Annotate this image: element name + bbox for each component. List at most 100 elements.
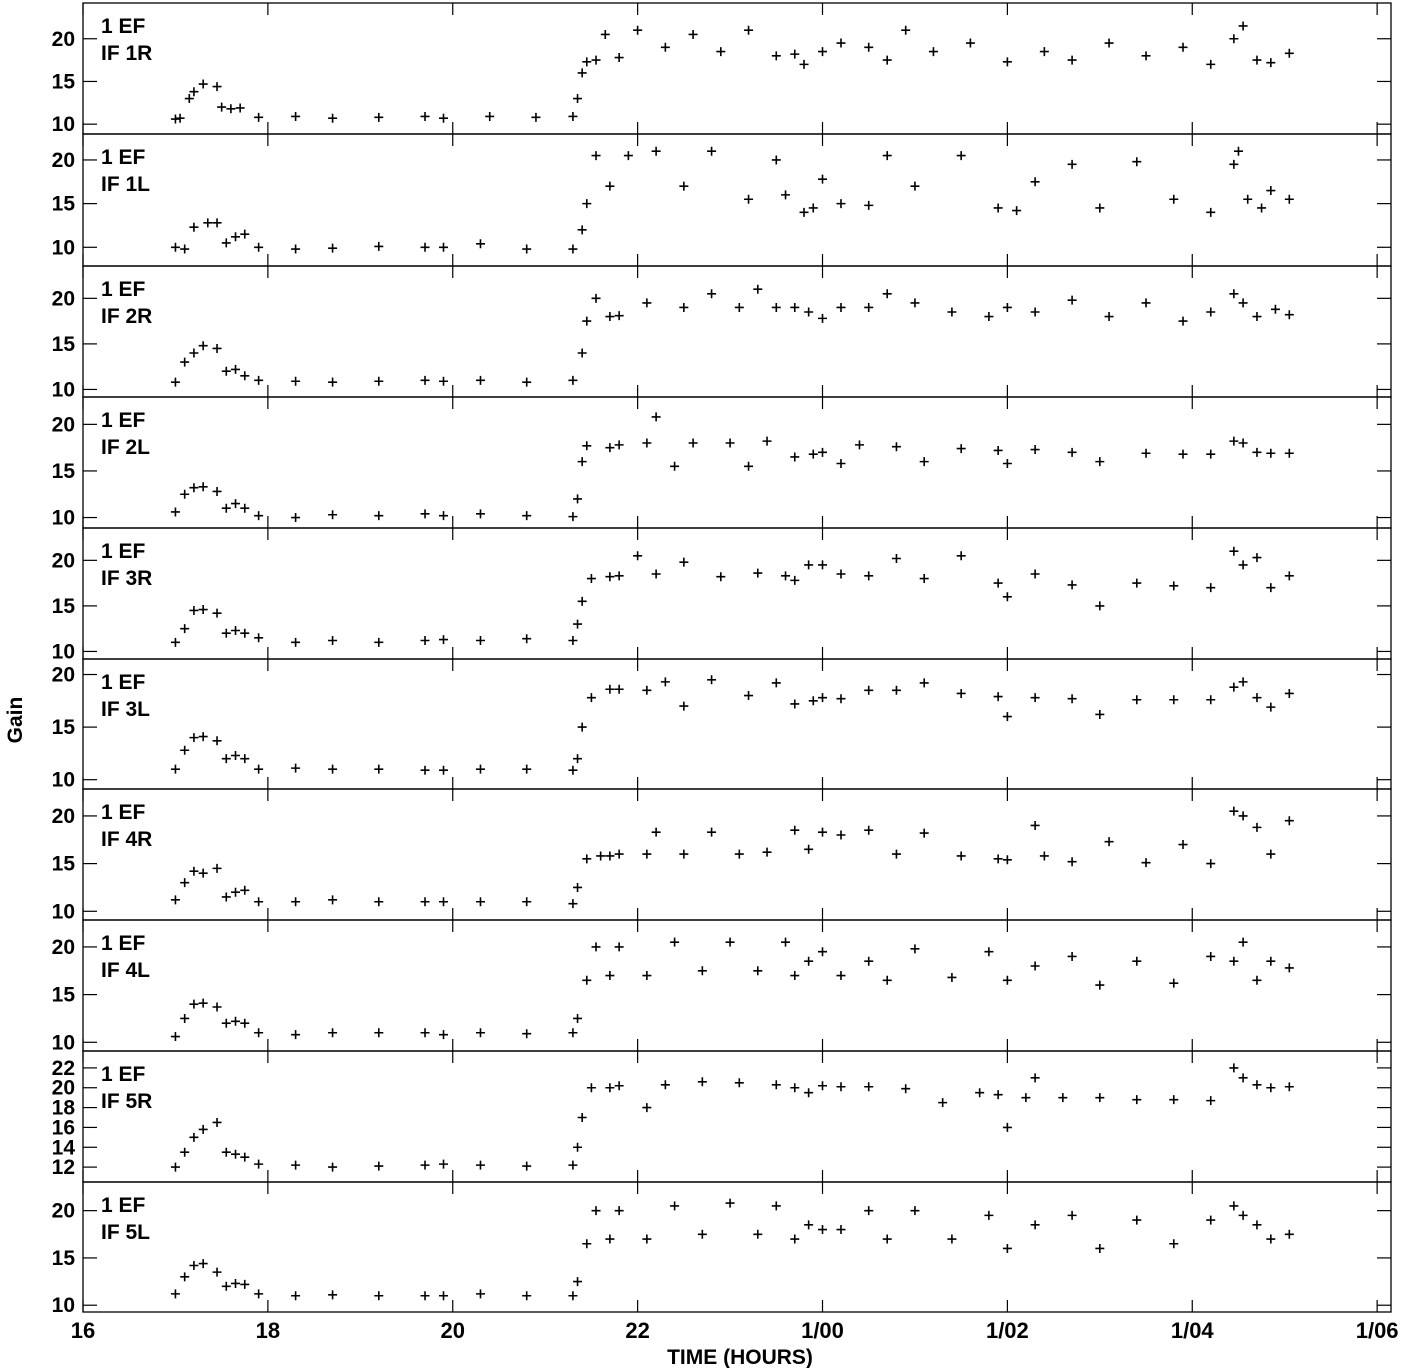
data-point xyxy=(919,574,929,584)
y-tick-label: 15 xyxy=(52,460,76,483)
data-point xyxy=(1266,849,1276,859)
data-point xyxy=(531,112,541,122)
data-point xyxy=(573,882,583,892)
data-point xyxy=(1229,289,1239,299)
y-tick-label: 10 xyxy=(52,113,75,136)
data-point xyxy=(725,937,735,947)
data-point xyxy=(577,68,587,78)
data-point xyxy=(1266,702,1276,712)
data-point xyxy=(586,693,596,703)
data-point xyxy=(993,1090,1003,1100)
data-point xyxy=(240,503,250,513)
data-point xyxy=(254,1289,264,1299)
data-point xyxy=(1252,312,1262,322)
data-point xyxy=(212,82,222,92)
data-point xyxy=(910,1206,920,1216)
data-point xyxy=(1252,1220,1262,1230)
data-point xyxy=(910,298,920,308)
data-point xyxy=(771,678,781,688)
data-point xyxy=(882,151,892,161)
data-point xyxy=(235,103,245,113)
data-point xyxy=(808,449,818,459)
data-point xyxy=(993,854,1003,864)
data-point xyxy=(573,1142,583,1152)
data-point xyxy=(240,1152,250,1162)
data-point xyxy=(198,868,208,878)
data-point xyxy=(707,146,717,156)
y-tick-label: 10 xyxy=(52,236,75,259)
y-tick-label: 10 xyxy=(52,769,75,792)
data-point xyxy=(651,146,661,156)
data-point xyxy=(965,38,975,48)
data-point xyxy=(725,1198,735,1208)
data-point xyxy=(1169,695,1179,705)
y-tick-label: 20 xyxy=(52,149,75,172)
data-point xyxy=(670,937,680,947)
data-point xyxy=(420,765,430,775)
data-point xyxy=(1067,580,1077,590)
data-point xyxy=(1284,194,1294,204)
data-point xyxy=(170,1162,180,1172)
data-point xyxy=(212,863,222,873)
data-point xyxy=(1206,951,1216,961)
data-point xyxy=(818,947,828,957)
data-point xyxy=(568,636,578,646)
data-point xyxy=(864,956,874,966)
panel-label-antenna: 1 EF xyxy=(101,409,146,432)
x-tick-label: 1/00 xyxy=(801,1318,844,1343)
data-point xyxy=(864,1206,874,1216)
data-point xyxy=(1141,51,1151,61)
data-point xyxy=(582,441,592,451)
data-point xyxy=(231,232,241,242)
data-point xyxy=(221,238,231,248)
data-point xyxy=(882,1234,892,1244)
data-point xyxy=(956,151,966,161)
data-point xyxy=(522,377,532,387)
data-point xyxy=(1284,1229,1294,1239)
data-point xyxy=(1067,447,1077,457)
data-point xyxy=(605,1083,615,1093)
data-point xyxy=(577,596,587,606)
data-point xyxy=(642,1103,652,1113)
data-point xyxy=(420,1291,430,1301)
data-point xyxy=(1238,560,1248,570)
x-tick-label: 1/06 xyxy=(1356,1318,1399,1343)
data-point xyxy=(591,55,601,65)
data-point xyxy=(891,442,901,452)
data-point xyxy=(679,557,689,567)
data-point xyxy=(240,371,250,381)
data-point xyxy=(328,895,338,905)
data-point xyxy=(956,688,966,698)
data-point xyxy=(231,1016,241,1026)
data-point xyxy=(254,1159,264,1169)
data-point xyxy=(1012,206,1022,216)
data-point xyxy=(212,1267,222,1277)
data-point xyxy=(170,895,180,905)
data-point xyxy=(1252,693,1262,703)
panel-10: 10 15 20 1 EF IF 5L xyxy=(52,1181,1392,1317)
data-point xyxy=(891,554,901,564)
data-point xyxy=(522,511,532,521)
data-point xyxy=(291,897,301,907)
data-point xyxy=(947,1234,957,1244)
data-point xyxy=(744,461,754,471)
data-point xyxy=(818,174,828,184)
data-point xyxy=(614,440,624,450)
data-point xyxy=(688,438,698,448)
data-point xyxy=(790,49,800,59)
data-point xyxy=(1270,304,1280,314)
data-point xyxy=(374,897,384,907)
data-point xyxy=(522,1029,532,1039)
data-point xyxy=(328,113,338,123)
data-point xyxy=(1030,177,1040,187)
data-point xyxy=(231,751,241,760)
y-tick-label: 20 xyxy=(52,1200,75,1223)
data-point xyxy=(212,608,222,618)
data-point xyxy=(919,457,929,467)
data-point xyxy=(1229,34,1239,44)
data-point xyxy=(1169,1095,1179,1105)
data-point xyxy=(212,1117,222,1127)
data-point xyxy=(614,942,624,952)
data-point xyxy=(291,111,301,121)
y-tick-label: 10 xyxy=(52,1031,75,1054)
